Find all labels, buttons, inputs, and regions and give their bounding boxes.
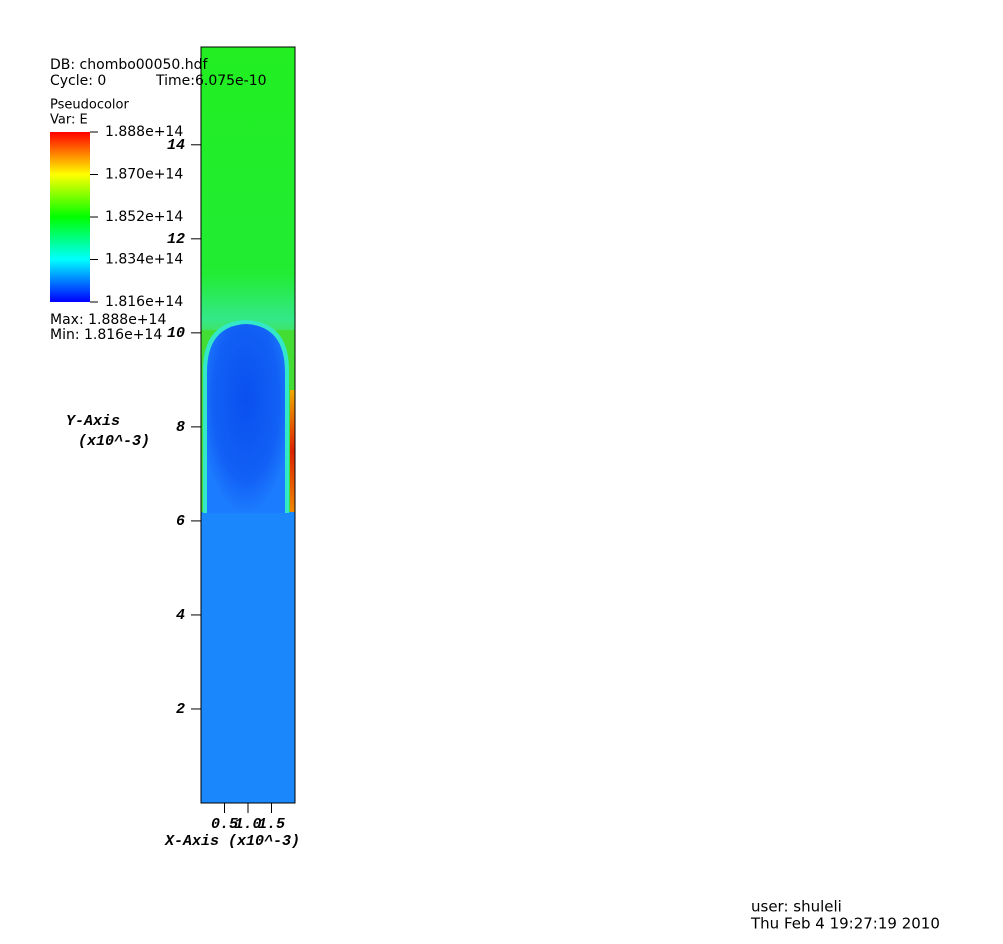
y-axis-title: Y-Axis [66,413,120,430]
x-tick-label: 1.0 [234,816,261,833]
field-image [200,46,296,804]
bubble [207,324,285,513]
y-tick-label: 12 [167,231,185,248]
streak [290,390,295,512]
y-tick-label: 8 [176,419,185,436]
x-axis-title: X-Axis (x10^-3) [164,833,300,850]
y-tick-label: 2 [176,701,185,718]
colorbar-tick-label: 1.888e+14 [105,124,183,140]
date-label: Thu Feb 4 19:27:19 2010 [750,915,940,933]
cycle-label: Cycle: 0 [50,73,106,89]
time-label: Time:6.075e-10 [155,73,267,89]
y-axis-unit: (x10^-3) [78,433,150,450]
y-tick-label: 6 [176,513,185,530]
y-tick-label: 10 [167,325,185,342]
var-label: Var: E [50,113,88,128]
colorbar-tick-label: 1.834e+14 [105,252,183,268]
x-tick-label: 1.5 [258,816,285,833]
colorbar-tick-label: 1.816e+14 [105,294,183,310]
plot-label: Pseudocolor [50,98,129,113]
colorbar [50,132,90,302]
max-label: Max: 1.888e+14 [50,312,166,328]
y-tick-label: 14 [167,137,185,154]
db-label: DB: chombo00050.hdf [50,57,209,73]
user-label: user: shuleli [751,898,842,916]
y-tick-label: 4 [176,607,185,624]
x-tick-label: 0.5 [211,816,238,833]
min-label: Min: 1.816e+14 [50,327,162,343]
lower-region [201,510,295,803]
colorbar-tick-label: 1.852e+14 [105,209,183,225]
colorbar-tick-label: 1.870e+14 [105,167,183,183]
